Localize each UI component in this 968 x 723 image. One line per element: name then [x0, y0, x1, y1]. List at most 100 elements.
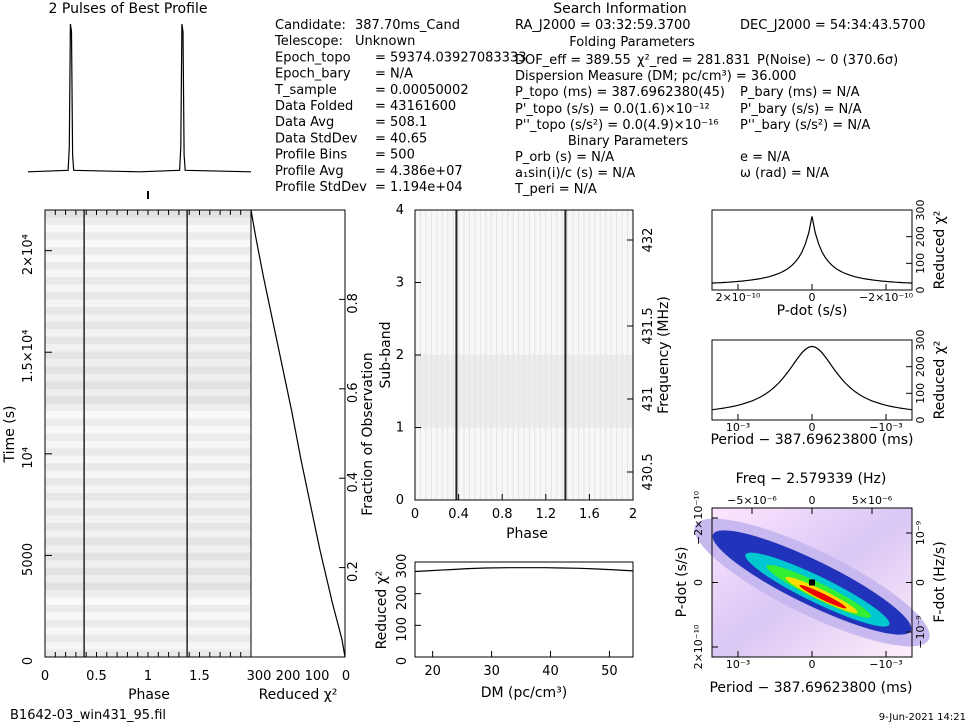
x-tick-label: 100	[305, 669, 330, 684]
time-phase-row	[45, 232, 251, 241]
y-tick-label: 0.8	[346, 293, 361, 314]
y-tick-label: 0	[396, 493, 404, 508]
p-orb-text: P_orb (s) = N/A	[515, 150, 614, 165]
x-tick-label: 1.6	[579, 507, 600, 522]
y-tick-label: 0.2	[346, 561, 361, 582]
info-value: Unknown	[355, 34, 415, 49]
search-info-title: Search Information	[553, 1, 687, 17]
a1-text: a₁sin(i)/c (s) = N/A	[515, 166, 635, 181]
time-phase-row	[45, 500, 251, 509]
time-phase-row	[45, 597, 251, 606]
y2-tick-label: 430.5	[641, 453, 656, 490]
info-left-panel: Candidate: 387.70ms_Cand Telescope: Unknown…	[274, 18, 527, 195]
y-tick-label: 0	[21, 657, 36, 665]
x-tick-label: 0.8	[492, 507, 513, 522]
x-tick-label: 0	[809, 291, 816, 304]
y-tick-label: 300	[914, 330, 927, 351]
time-phase-row	[45, 299, 251, 308]
dec-text: DEC_J2000 = 54:34:43.5700	[740, 18, 925, 33]
y-tick-label: 100	[914, 383, 927, 404]
time-phase-row	[45, 589, 251, 598]
pdd-topo-text: P''_topo (s/s²) = 0.0(4.9)×10⁻¹⁶	[515, 118, 719, 133]
x-tick-label: 2×10⁻¹⁰	[716, 291, 761, 304]
y2-axis-label: F-dot (Hz/s)	[932, 541, 948, 622]
time-phase-row	[45, 262, 251, 271]
omega-text: ω (rad) = N/A	[740, 166, 829, 181]
date-label: 9-Jun-2021 14:21	[879, 712, 966, 723]
info-value: = 0.00050002	[375, 83, 469, 98]
time-phase-row	[45, 418, 251, 427]
time-phase-row	[45, 277, 251, 285]
y-tick-label: 100	[914, 253, 927, 274]
y2-tick-label: 10⁻⁹	[914, 521, 927, 545]
x-tick-label: 0	[342, 669, 350, 684]
info-label: Telescope:	[274, 34, 343, 49]
time-phase-row	[45, 344, 251, 353]
time-phase-row	[45, 440, 251, 449]
time-phase-row	[45, 455, 251, 464]
y-axis-label: Sub-band	[378, 322, 394, 389]
binary-title: Binary Parameters	[568, 134, 689, 149]
x-tick-label: 0.5	[86, 669, 107, 684]
y-axis-label: Reduced χ²	[932, 341, 948, 420]
time-phase-row	[45, 634, 251, 643]
time-phase-row	[45, 627, 251, 636]
t-peri-text: T_peri = N/A	[514, 182, 597, 197]
x-tick-label: −10⁻³	[869, 421, 902, 434]
y-axis-label: Reduced χ²	[374, 571, 390, 650]
ecc-text: e = N/A	[740, 150, 790, 165]
info-value: = 4.386e+07	[375, 164, 463, 179]
x-axis-label: Phase	[128, 687, 170, 703]
time-phase-row	[45, 284, 251, 293]
period-chi2-frame	[711, 339, 913, 421]
info-label: Epoch_bary	[275, 67, 351, 82]
y-axis-label: Time (s)	[2, 406, 18, 464]
time-phase-row	[45, 403, 251, 412]
dm-frame	[414, 561, 634, 658]
x-tick-label: −2×10⁻¹⁰	[859, 291, 914, 304]
y-tick-label: 0.6	[346, 382, 361, 403]
y-tick-label: 3	[396, 276, 404, 291]
x-tick-label: 200	[276, 669, 301, 684]
time-phase-row	[45, 567, 251, 576]
info-label: Profile Bins	[275, 148, 347, 163]
y-tick-label: 200	[395, 585, 410, 610]
info-value: = 43161600	[375, 99, 456, 114]
period-chi2-line	[711, 345, 913, 411]
time-phase-row	[45, 582, 251, 591]
y-tick-label: 0.4	[346, 472, 361, 493]
time-phase-row	[45, 224, 251, 233]
y-tick-label: 0	[914, 417, 927, 424]
time-phase-row	[45, 478, 251, 487]
freq-axis-title: Freq − 2.579339 (Hz)	[736, 471, 887, 487]
x-tick-label: 0.4	[448, 507, 469, 522]
y-tick-label: 0	[914, 287, 927, 294]
x-tick-label: 300	[247, 669, 272, 684]
time-phase-row	[45, 426, 251, 434]
x-tick-label: −10⁻³	[869, 658, 902, 671]
time-phase-row	[45, 537, 251, 546]
contour-red	[799, 584, 847, 609]
y2-tick-label: 431.5	[641, 307, 656, 344]
info-label: Profile Avg	[275, 164, 344, 179]
x-tick-label: 40	[542, 664, 559, 679]
info-label: Data StdDev	[275, 131, 358, 146]
time-phase-row	[45, 470, 251, 479]
profile-title: 2 Pulses of Best Profile	[49, 1, 208, 17]
time-phase-row	[45, 351, 251, 360]
info-value: = 40.65	[375, 131, 427, 146]
x-tick-label: 1.5	[189, 669, 210, 684]
time-phase-row	[45, 254, 251, 263]
y-tick-label: 1.5×10⁴	[21, 330, 36, 383]
time-phase-row	[45, 291, 251, 300]
info-label: Candidate:	[275, 18, 346, 33]
time-phase-row	[45, 508, 251, 516]
filename-label: B1642-03_win431_95.fil	[10, 708, 166, 723]
p-topo-text: P_topo (ms) = 387.6962380(45)	[515, 85, 725, 100]
y-tick-label: 4	[396, 203, 404, 218]
time-phase-row	[45, 463, 251, 472]
time-phase-row	[45, 269, 251, 278]
time-phase-row	[45, 545, 251, 554]
y-tick-label: 200	[914, 356, 927, 377]
pdot-chi2-line	[711, 216, 913, 284]
